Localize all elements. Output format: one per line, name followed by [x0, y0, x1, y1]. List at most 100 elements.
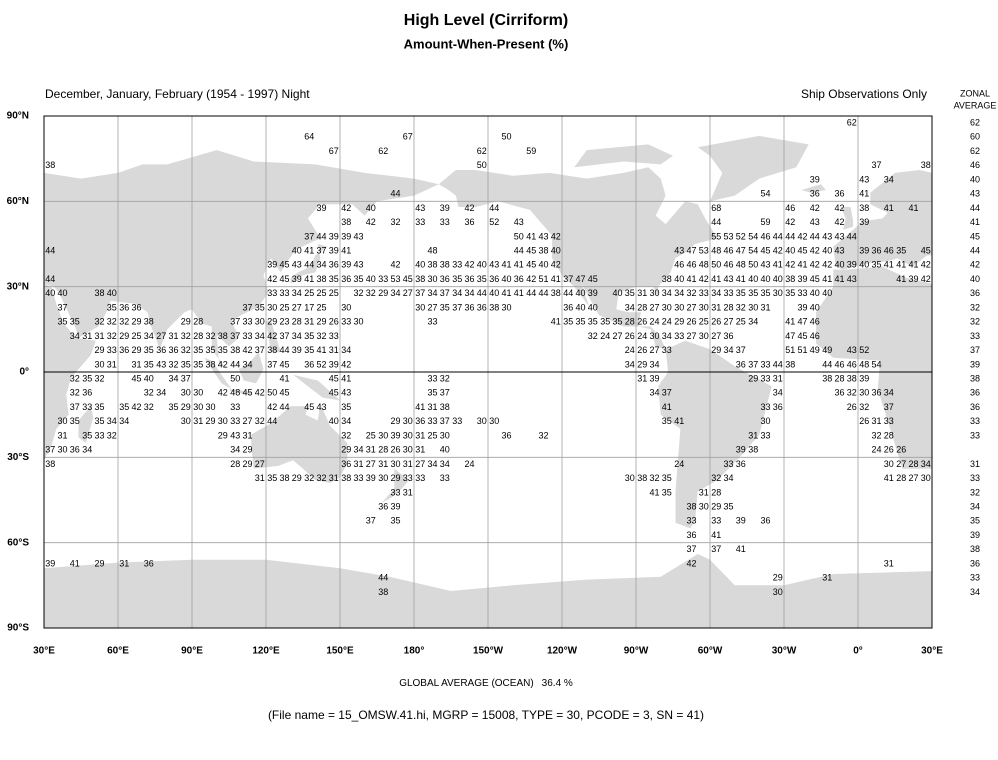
- cell-value: 32: [181, 345, 191, 355]
- cell-value: 25: [316, 288, 326, 298]
- zonal-average: 33: [970, 473, 980, 483]
- cell-value: 33: [674, 331, 684, 341]
- cell-value: 26: [625, 331, 635, 341]
- cell-value: 37: [440, 288, 450, 298]
- zonal-average: 44: [970, 203, 980, 213]
- cell-value: 36: [477, 302, 487, 312]
- cell-value: 34: [625, 302, 635, 312]
- cell-value: 33: [403, 473, 413, 483]
- cell-value: 30: [255, 317, 265, 327]
- cell-value: 25: [329, 288, 339, 298]
- cell-value: 38: [847, 373, 857, 383]
- cell-value: 31: [242, 430, 252, 440]
- cell-value: 33: [230, 416, 240, 426]
- cell-value: 41: [662, 402, 672, 412]
- cell-value: 43: [760, 260, 770, 270]
- cell-value: 29: [94, 558, 104, 568]
- cell-value: 38: [662, 274, 672, 284]
- cell-value: 29: [181, 317, 191, 327]
- cell-value: 35: [662, 416, 672, 426]
- cell-value: 45: [588, 274, 598, 284]
- cell-value: 43: [834, 231, 844, 241]
- cell-value: 52: [859, 345, 869, 355]
- cell-value: 40: [489, 288, 499, 298]
- cell-value: 34: [662, 331, 672, 341]
- y-tick-label: 60°S: [7, 537, 29, 548]
- cell-value: 38: [94, 288, 104, 298]
- cell-value: 37: [440, 388, 450, 398]
- cell-value: 45: [403, 274, 413, 284]
- cell-value: 31: [131, 359, 141, 369]
- cell-value: 42: [921, 274, 931, 284]
- cell-value: 44: [563, 288, 573, 298]
- cell-value: 27: [896, 459, 906, 469]
- cell-value: 38: [45, 459, 55, 469]
- cell-value: 30: [748, 302, 758, 312]
- cell-value: 32: [341, 430, 351, 440]
- cell-value: 36: [144, 558, 154, 568]
- cell-value: 40: [748, 274, 758, 284]
- cell-value: 35: [329, 274, 339, 284]
- cell-value: 39: [341, 260, 351, 270]
- cell-value: 32: [390, 217, 400, 227]
- cell-value: 34: [773, 388, 783, 398]
- cell-value: 31: [403, 459, 413, 469]
- cell-value: 33: [662, 345, 672, 355]
- cell-value: 28: [625, 317, 635, 327]
- cell-value: 36: [329, 260, 339, 270]
- cell-value: 28: [908, 459, 918, 469]
- cell-value: 39: [366, 473, 376, 483]
- cell-value: 32: [107, 331, 117, 341]
- cell-value: 35: [82, 373, 92, 383]
- cell-value: 34: [711, 288, 721, 298]
- cell-value: 41: [304, 245, 314, 255]
- cell-value: 40: [415, 260, 425, 270]
- cell-value: 29: [711, 501, 721, 511]
- cell-value: 31: [329, 473, 339, 483]
- title: High Level (Cirriform): [404, 12, 568, 29]
- cell-value: 40: [822, 245, 832, 255]
- cell-value: 27: [612, 331, 622, 341]
- cell-value: 43: [156, 359, 166, 369]
- cell-value: 35: [70, 416, 80, 426]
- cell-value: 42: [785, 217, 795, 227]
- cell-value: 41: [415, 402, 425, 412]
- cell-value: 34: [649, 388, 659, 398]
- x-tick-label: 150°W: [473, 646, 504, 657]
- cell-value: 39: [810, 174, 820, 184]
- cell-value: 32: [181, 331, 191, 341]
- cell-value: 29: [218, 430, 228, 440]
- cell-value: 43: [353, 231, 363, 241]
- cell-value: 34: [156, 388, 166, 398]
- cell-value: 35: [205, 345, 215, 355]
- global-average-value: 36.4 %: [542, 678, 573, 689]
- y-tick-label: 90°S: [7, 623, 29, 634]
- cell-value: 34: [723, 345, 733, 355]
- land: [438, 167, 718, 350]
- cell-value: 34: [390, 288, 400, 298]
- zonal-average: 38: [970, 373, 980, 383]
- cell-value: 38: [785, 359, 795, 369]
- cell-value: 40: [810, 302, 820, 312]
- cell-value: 29: [390, 416, 400, 426]
- cell-value: 42: [242, 345, 252, 355]
- cell-value: 43: [353, 260, 363, 270]
- cell-value: 36: [871, 245, 881, 255]
- cell-value: 25: [279, 302, 289, 312]
- cell-value: 50: [514, 231, 524, 241]
- cell-value: 44: [514, 245, 524, 255]
- cell-value: 27: [686, 302, 696, 312]
- cell-value: 41: [514, 288, 524, 298]
- cell-value: 24: [674, 459, 684, 469]
- cell-value: 37: [736, 345, 746, 355]
- cell-value: 42: [810, 260, 820, 270]
- cell-value: 25: [131, 331, 141, 341]
- zonal-average: 34: [970, 501, 980, 511]
- zonal-header: AVERAGE: [954, 100, 997, 110]
- land: [658, 340, 772, 529]
- cell-value: 35: [193, 359, 203, 369]
- cell-value: 37: [563, 274, 573, 284]
- cell-value: 34: [649, 359, 659, 369]
- cell-value: 50: [267, 388, 277, 398]
- cell-value: 40: [107, 288, 117, 298]
